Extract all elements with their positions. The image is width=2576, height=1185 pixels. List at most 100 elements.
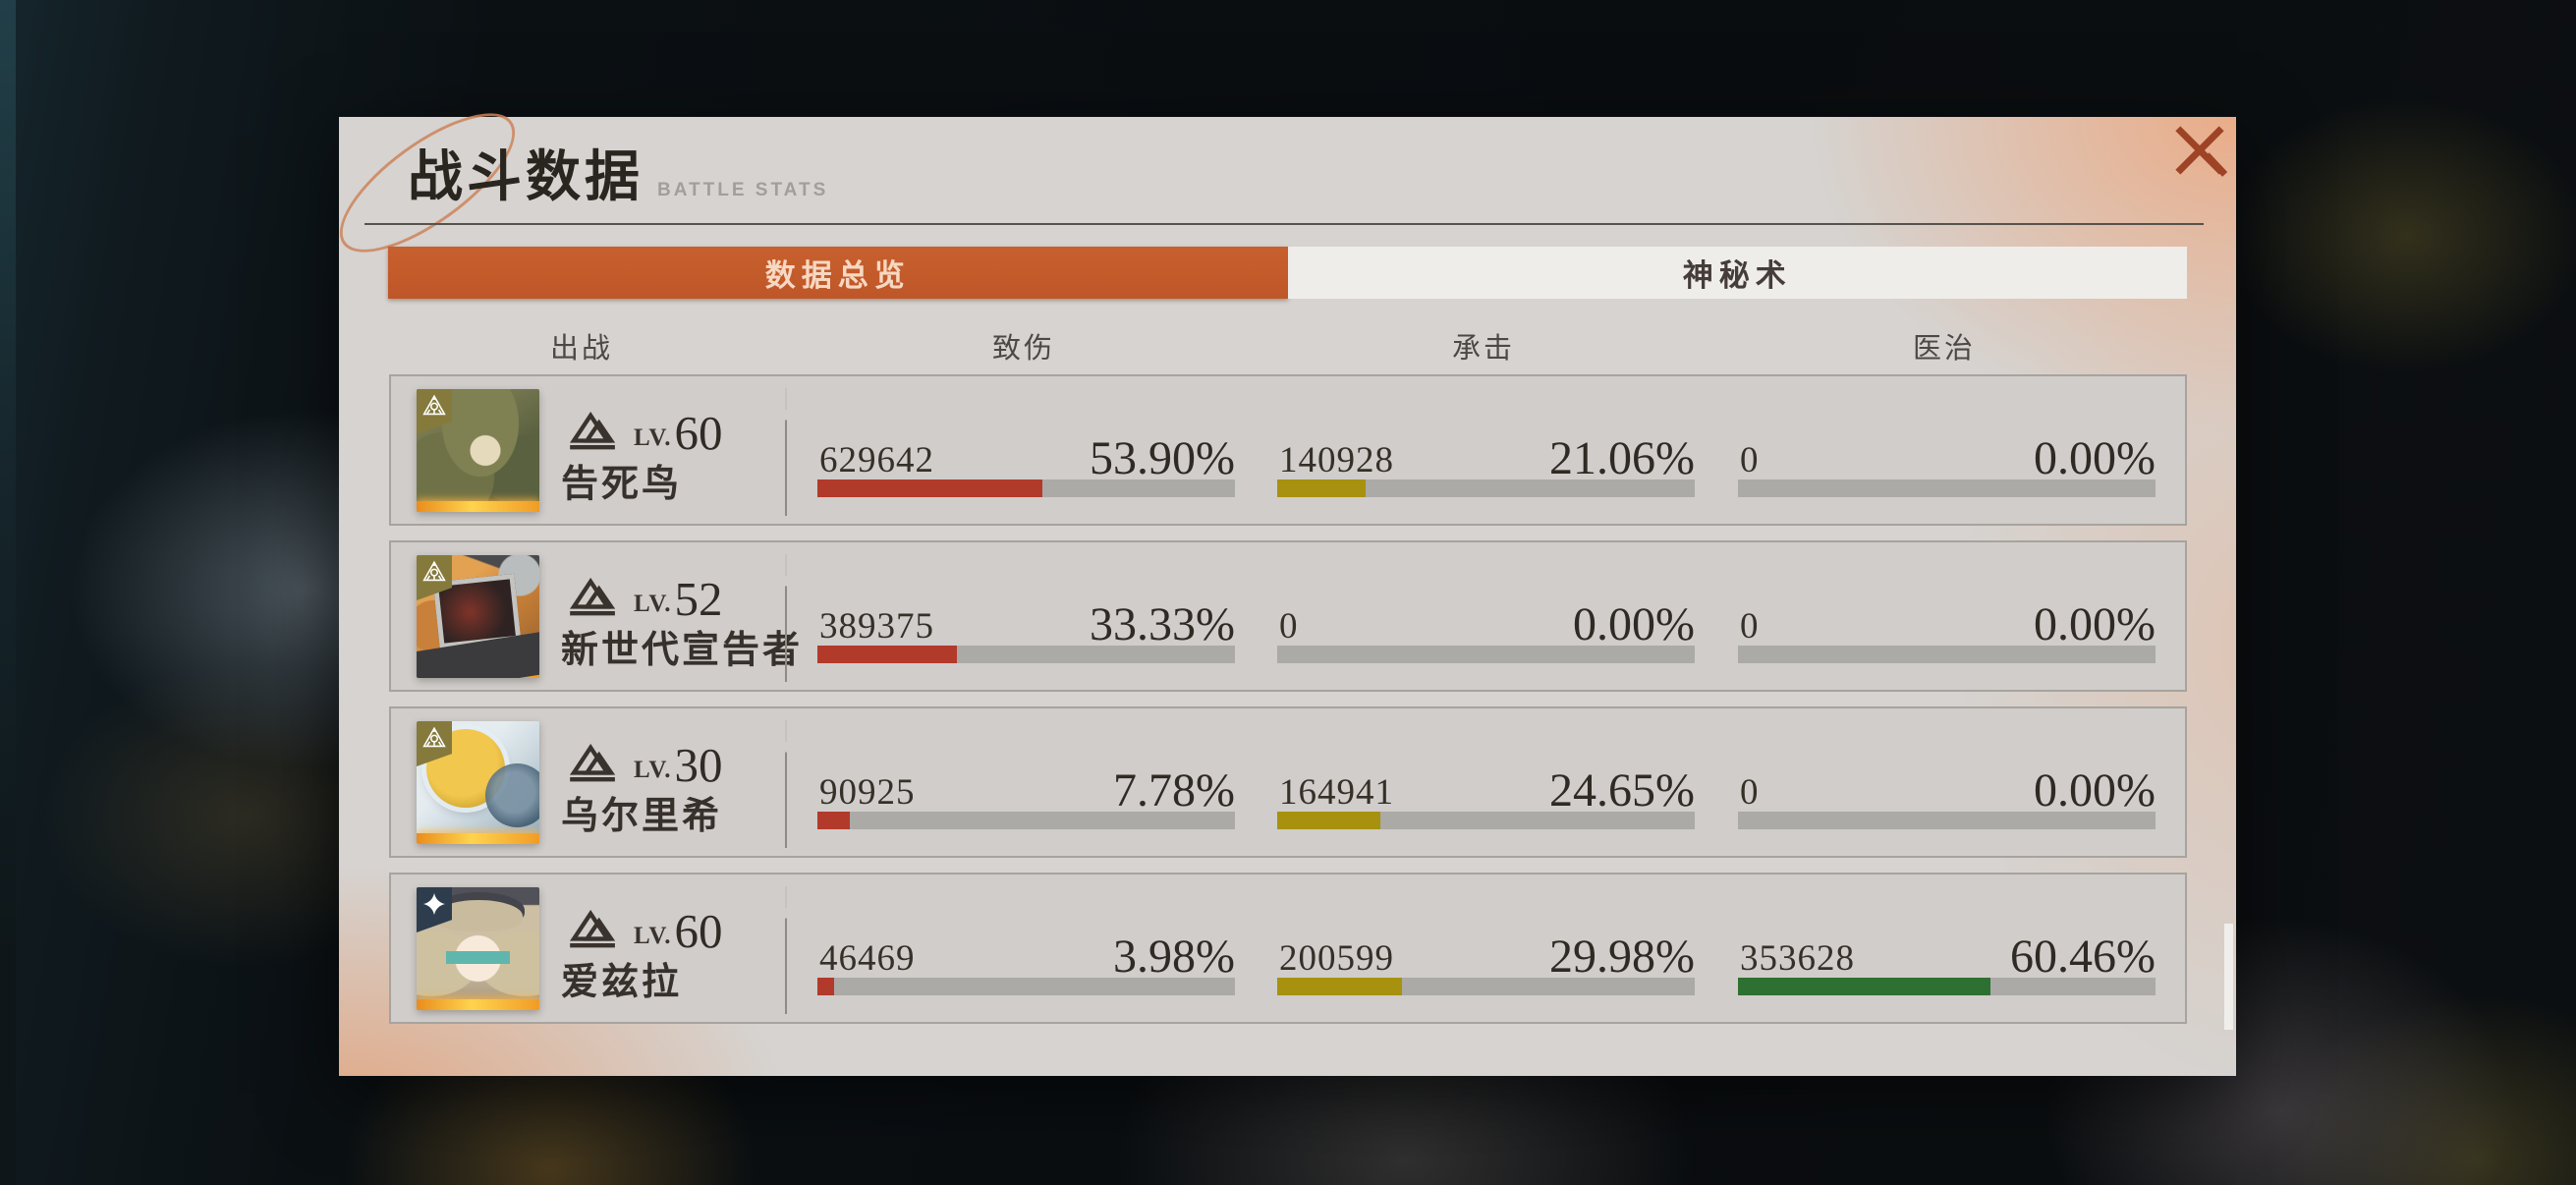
stat-bar-fill	[1277, 978, 1403, 995]
stat-bar-fill	[1277, 480, 1366, 497]
row-divider	[785, 554, 787, 682]
battle-stats-panel: 战斗数据 BATTLE STATS 数据总览 神秘术 出战 致伤 承击 医治	[319, 88, 2236, 1076]
stat-cell: 140928 21.06%	[1277, 376, 1695, 524]
stat-bar-track	[1738, 978, 2156, 995]
portrait-glow-bar	[417, 501, 539, 512]
stat-value: 46469	[819, 937, 916, 979]
stat-value: 164941	[1279, 771, 1394, 813]
column-header-deployed: 出战	[549, 333, 614, 365]
tab-arcane-skill[interactable]: 神秘术	[1287, 247, 2187, 299]
stat-percent: 0.00%	[2034, 763, 2156, 817]
insight-level-icon	[569, 744, 616, 782]
stat-value: 629642	[819, 439, 934, 480]
stat-percent: 0.00%	[1573, 597, 1695, 650]
column-header-taken: 承击	[1451, 333, 1516, 365]
stat-cell: 0 0.00%	[1738, 708, 2156, 856]
stat-percent: 0.00%	[2034, 431, 2156, 484]
row-divider	[785, 886, 787, 1014]
stat-value: 90925	[819, 771, 916, 813]
afflatus-badge	[417, 887, 452, 932]
row-divider	[785, 720, 787, 848]
stat-bar-track	[1738, 480, 2156, 497]
afflatus-badge	[417, 389, 452, 434]
level-block: LV. 30	[567, 734, 723, 792]
stat-bar-track	[1277, 812, 1695, 829]
character-portrait-0[interactable]	[417, 389, 539, 512]
stat-percent: 7.78%	[1113, 763, 1235, 817]
level-block: LV. 60	[567, 900, 723, 958]
stat-percent: 21.06%	[1549, 431, 1695, 484]
character-row: LV. 60 爱兹拉 46469 3.98% 200599 29.98% 353628 6…	[389, 873, 2187, 1024]
page-title: 战斗数据	[408, 147, 644, 208]
stat-cell: 389375 33.33%	[817, 542, 1235, 690]
stat-percent: 33.33%	[1090, 597, 1235, 650]
stat-value: 0	[1740, 605, 1760, 647]
character-name: 爱兹拉	[561, 962, 683, 1003]
character-name: 新世代宣告者	[561, 630, 804, 671]
stat-bar-track	[817, 812, 1235, 829]
level-value: 60	[674, 405, 723, 460]
level-label: LV.	[634, 757, 672, 783]
character-row: LV. 52 新世代宣告者 389375 33.33% 0 0.00% 0 0.00%	[389, 540, 2187, 692]
insight-level-icon	[569, 578, 616, 616]
character-portrait-1[interactable]	[417, 555, 539, 678]
stat-bar-track	[817, 646, 1235, 663]
stat-cell: 46469 3.98%	[817, 875, 1235, 1022]
character-portrait-3[interactable]	[417, 887, 539, 1010]
stat-percent: 3.98%	[1113, 930, 1235, 983]
character-name: 告死鸟	[561, 464, 683, 505]
insight-level-icon	[569, 412, 616, 450]
stat-percent: 60.46%	[2010, 930, 2156, 983]
scrollbar-thumb[interactable]	[2224, 924, 2233, 1030]
stat-bar-track	[1738, 812, 2156, 829]
level-label: LV.	[634, 923, 672, 949]
level-block: LV. 52	[567, 568, 723, 626]
afflatus-badge	[417, 555, 452, 600]
stat-percent: 0.00%	[2034, 597, 2156, 650]
stat-cell: 0 0.00%	[1738, 376, 2156, 524]
insight-level-icon	[569, 910, 616, 948]
stat-bar-fill	[817, 480, 1043, 497]
stat-percent: 53.90%	[1090, 431, 1235, 484]
stat-value: 140928	[1279, 439, 1394, 480]
level-label: LV.	[634, 424, 672, 451]
stat-bar-fill	[817, 812, 851, 829]
portrait-glow-bar	[417, 667, 539, 678]
stat-bar-track	[1277, 978, 1695, 995]
afflatus-badge	[417, 721, 452, 766]
close-icon[interactable]	[2172, 123, 2227, 178]
stat-bar-fill	[817, 978, 834, 995]
stat-value: 0	[1740, 439, 1760, 480]
stat-cell: 629642 53.90%	[817, 376, 1235, 524]
stat-bar-fill	[1277, 812, 1380, 829]
stat-value: 0	[1279, 605, 1299, 647]
row-divider	[785, 388, 787, 516]
stat-cell: 353628 60.46%	[1738, 875, 2156, 1022]
character-portrait-2[interactable]	[417, 721, 539, 844]
portrait-glow-bar	[417, 833, 539, 844]
stat-value: 0	[1740, 771, 1760, 813]
stat-cell: 90925 7.78%	[817, 708, 1235, 856]
stat-value: 353628	[1740, 937, 1855, 979]
page-subtitle: BATTLE STATS	[657, 180, 829, 200]
tab-bar: 数据总览 神秘术	[388, 247, 2187, 299]
character-row: LV. 60 告死鸟 629642 53.90% 140928 21.06% 0 0.00…	[389, 374, 2187, 526]
level-value: 60	[674, 903, 723, 958]
stat-bar-track	[1277, 646, 1695, 663]
stat-bar-track	[817, 978, 1235, 995]
stat-bar-fill	[1738, 978, 1990, 995]
level-value: 30	[674, 737, 723, 792]
stat-bar-track	[817, 480, 1235, 497]
character-name: 乌尔里希	[561, 796, 723, 837]
level-block: LV. 60	[567, 402, 723, 460]
character-row: LV. 30 乌尔里希 90925 7.78% 164941 24.65% 0 0.00%	[389, 706, 2187, 858]
stat-bar-fill	[817, 646, 957, 663]
header-divider	[364, 223, 2204, 225]
column-header-damage: 致伤	[991, 333, 1056, 365]
stat-bar-track	[1738, 646, 2156, 663]
stat-cell: 0 0.00%	[1277, 542, 1695, 690]
level-value: 52	[674, 571, 723, 626]
tab-data-overview[interactable]: 数据总览	[388, 247, 1288, 299]
panel-header: 战斗数据 BATTLE STATS	[408, 150, 828, 205]
stat-percent: 29.98%	[1549, 930, 1695, 983]
